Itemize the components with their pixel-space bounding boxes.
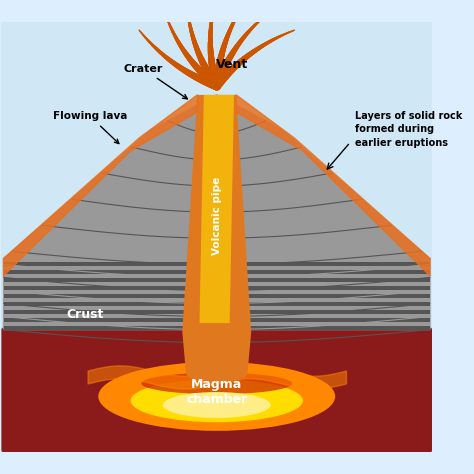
Polygon shape (3, 274, 430, 275)
Polygon shape (3, 269, 430, 270)
FancyBboxPatch shape (1, 328, 432, 452)
Polygon shape (3, 297, 430, 298)
Polygon shape (3, 323, 430, 324)
Polygon shape (3, 95, 197, 276)
Polygon shape (3, 306, 430, 307)
Text: Layers of solid rock
formed during
earlier eruptions: Layers of solid rock formed during earli… (355, 111, 462, 147)
Polygon shape (3, 313, 430, 314)
Polygon shape (3, 309, 430, 310)
Polygon shape (236, 95, 430, 276)
Polygon shape (3, 284, 430, 285)
Text: Crater: Crater (124, 64, 187, 99)
Polygon shape (3, 307, 430, 308)
Ellipse shape (98, 362, 335, 431)
Polygon shape (3, 319, 430, 320)
Polygon shape (3, 300, 430, 301)
Text: Volcanic pipe: Volcanic pipe (212, 176, 222, 255)
Polygon shape (3, 325, 430, 326)
Ellipse shape (131, 379, 303, 422)
Polygon shape (3, 95, 430, 329)
Polygon shape (3, 321, 430, 322)
Polygon shape (3, 277, 430, 278)
Polygon shape (3, 314, 430, 315)
Polygon shape (3, 311, 430, 312)
Polygon shape (3, 280, 430, 281)
Polygon shape (200, 95, 234, 323)
Polygon shape (3, 268, 430, 269)
Polygon shape (3, 326, 430, 327)
Polygon shape (3, 294, 430, 295)
Polygon shape (3, 286, 430, 287)
Polygon shape (3, 296, 430, 297)
Text: Vent: Vent (216, 58, 248, 71)
Polygon shape (3, 276, 430, 277)
Polygon shape (3, 272, 430, 273)
Ellipse shape (141, 373, 292, 394)
Ellipse shape (163, 392, 271, 418)
Polygon shape (3, 275, 430, 276)
Polygon shape (3, 317, 430, 318)
Polygon shape (3, 293, 430, 294)
Polygon shape (3, 267, 430, 268)
Polygon shape (3, 264, 430, 265)
Polygon shape (3, 328, 430, 329)
Polygon shape (3, 301, 430, 302)
Polygon shape (3, 327, 430, 328)
Polygon shape (3, 316, 430, 317)
Polygon shape (3, 290, 430, 291)
Polygon shape (3, 308, 430, 309)
Polygon shape (3, 266, 430, 267)
Polygon shape (3, 282, 430, 283)
Polygon shape (3, 324, 430, 325)
Polygon shape (3, 322, 430, 323)
Polygon shape (3, 281, 430, 282)
Polygon shape (3, 258, 430, 260)
Polygon shape (3, 303, 430, 304)
Polygon shape (3, 298, 430, 299)
Polygon shape (3, 283, 430, 284)
Polygon shape (182, 95, 251, 383)
Polygon shape (3, 287, 430, 288)
Polygon shape (3, 273, 430, 274)
Polygon shape (3, 261, 430, 262)
Polygon shape (3, 285, 430, 286)
Polygon shape (3, 315, 430, 316)
Polygon shape (3, 279, 430, 280)
Polygon shape (3, 295, 430, 296)
Text: Magma
chamber: Magma chamber (186, 378, 247, 406)
Polygon shape (3, 302, 430, 303)
Text: Crust: Crust (66, 308, 103, 321)
Text: Flowing lava: Flowing lava (53, 111, 128, 144)
Polygon shape (3, 289, 430, 290)
Polygon shape (3, 270, 430, 272)
Polygon shape (3, 262, 430, 263)
Polygon shape (3, 299, 430, 300)
Polygon shape (3, 263, 430, 264)
Polygon shape (3, 312, 430, 313)
Polygon shape (3, 288, 430, 289)
FancyBboxPatch shape (0, 19, 434, 455)
Polygon shape (3, 320, 430, 321)
Polygon shape (3, 304, 430, 305)
Polygon shape (3, 278, 430, 279)
Polygon shape (3, 265, 430, 266)
Polygon shape (3, 292, 430, 293)
Polygon shape (3, 291, 430, 292)
Polygon shape (3, 305, 430, 306)
Polygon shape (3, 260, 430, 261)
Polygon shape (3, 310, 430, 311)
Polygon shape (3, 318, 430, 319)
